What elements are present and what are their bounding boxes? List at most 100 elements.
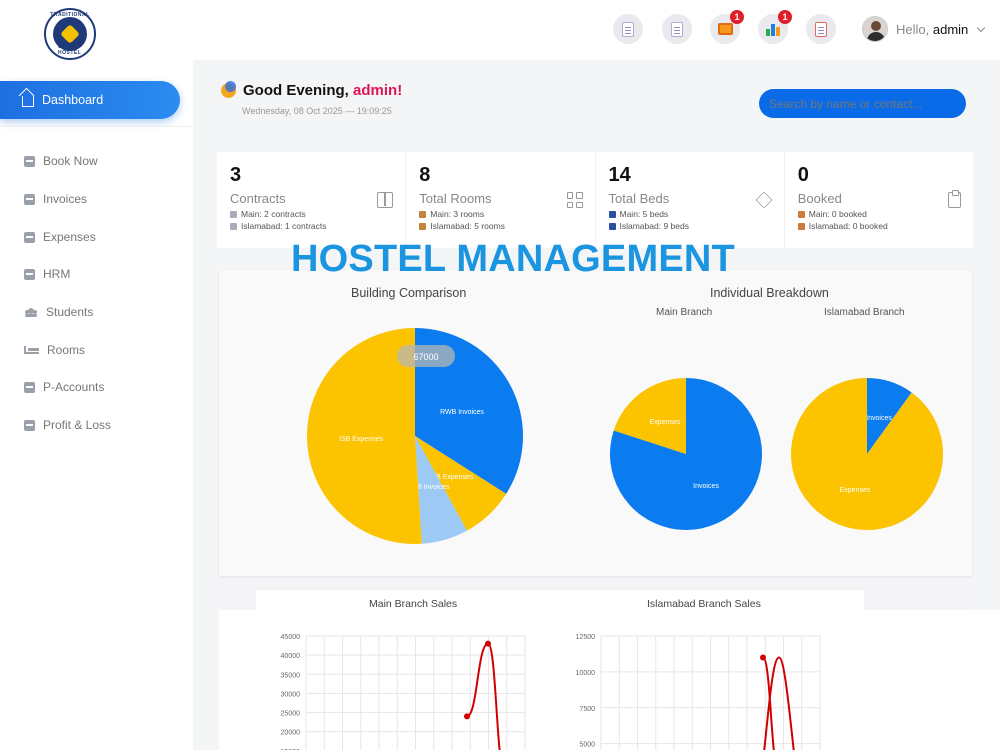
pie-charts-panel: Building Comparison Individual Breakdown… bbox=[219, 270, 972, 576]
stat-sub-main: Main: 5 beds bbox=[608, 209, 784, 219]
stat-card-rooms[interactable]: 8 Total Rooms Main: 3 rooms Islamabad: 5… bbox=[406, 152, 596, 248]
sidebar-item-p-accounts[interactable]: P-Accounts bbox=[24, 380, 104, 394]
sidebar-item-label: Students bbox=[46, 305, 94, 319]
house-icon bbox=[419, 222, 427, 230]
svg-text:67000: 67000 bbox=[413, 352, 438, 362]
sidebar-item-dashboard[interactable]: Dashboard bbox=[0, 81, 180, 119]
sidebar-item-label: Invoices bbox=[43, 192, 88, 206]
stat-value: 0 bbox=[797, 164, 809, 186]
ledger-icon bbox=[24, 419, 35, 431]
sidebar-divider bbox=[0, 126, 193, 127]
stat-label: Total Beds bbox=[608, 191, 670, 206]
pie-slice-0-1[interactable] bbox=[415, 436, 507, 531]
sidebar-item-rooms[interactable]: Rooms bbox=[24, 343, 85, 357]
sidebar-item-students[interactable]: Students bbox=[24, 305, 93, 319]
stat-sub-islamabad: Islamabad: 9 beds bbox=[608, 221, 784, 231]
pie-charts-svg: RWB Invoices RWB Expenses ISB Invoices ISB … bbox=[307, 328, 944, 544]
pie-label-0-3: ISB Expenses bbox=[339, 436, 383, 443]
package-icon bbox=[797, 210, 805, 218]
doc-icon bbox=[230, 210, 237, 218]
line-panel-margin-right bbox=[864, 610, 1000, 750]
greeting: Good Evening, admin! bbox=[221, 81, 403, 99]
sidebar-item-invoices[interactable]: Invoices bbox=[24, 192, 87, 206]
stat-card-beds[interactable]: 14 Total Beds Main: 5 beds Islamabad: 9 … bbox=[596, 152, 785, 248]
weather-icon bbox=[221, 81, 236, 98]
avatar bbox=[862, 16, 888, 42]
main-branch-subtitle: Main Branch bbox=[656, 307, 713, 318]
islamabad-sales-title: Islamabad Branch Sales bbox=[647, 598, 761, 610]
file-icon[interactable] bbox=[662, 14, 692, 44]
sidebar-item-label: Rooms bbox=[47, 343, 86, 357]
stat-sub-main: Main: 3 rooms bbox=[419, 209, 594, 219]
sidebar-item-expenses[interactable]: Expenses bbox=[24, 230, 96, 244]
book-icon bbox=[377, 192, 394, 208]
box-notification-badge: 1 bbox=[730, 10, 744, 24]
stat-value: 14 bbox=[608, 164, 631, 186]
stat-value: 8 bbox=[419, 164, 431, 186]
package-icon bbox=[797, 222, 805, 230]
sidebar-item-book-now[interactable]: Book Now bbox=[24, 154, 98, 168]
stat-card-contracts[interactable]: 3 Contracts Main: 2 contracts Islamabad:… bbox=[217, 152, 407, 248]
user-greeting: Hello, admin bbox=[896, 21, 969, 37]
pie-label-1-1: Expenses bbox=[650, 419, 681, 426]
stat-sub-main: Main: 2 contracts bbox=[230, 209, 405, 219]
ledger-icon bbox=[24, 231, 35, 243]
sidebar-item-profit-loss[interactable]: Profit & Loss bbox=[24, 418, 111, 432]
top-bar: TRADITIONAL GIRLS HOSTEL 1 1 Hello, admi… bbox=[0, 0, 1000, 60]
sidebar-item-label: Expenses bbox=[43, 230, 96, 244]
bed-icon bbox=[608, 210, 616, 218]
search-input[interactable] bbox=[759, 89, 966, 118]
people-icon bbox=[24, 307, 38, 317]
pie-label-1-0: Invoices bbox=[693, 483, 719, 490]
pie-label-0-0: RWB Invoices bbox=[440, 409, 484, 416]
pie-slice-0-0[interactable] bbox=[415, 328, 523, 494]
pie-label-0-1: RWB Expenses bbox=[425, 474, 474, 481]
hostel-logo[interactable]: TRADITIONAL GIRLS HOSTEL bbox=[44, 8, 96, 60]
stats-row: 3 Contracts Main: 2 contracts Islamabad:… bbox=[217, 152, 973, 248]
pie-label-0-2: ISB Invoices bbox=[411, 484, 450, 491]
sidebar-item-label: P-Accounts bbox=[43, 380, 105, 394]
current-datetime: Wednesday, 08 Oct 2025 — 19:09:25 bbox=[242, 106, 392, 116]
stat-label: Contracts bbox=[230, 191, 286, 206]
chart-notification-badge: 1 bbox=[778, 10, 792, 24]
report-icon[interactable] bbox=[806, 14, 836, 44]
stat-sub-islamabad: Islamabad: 1 contracts bbox=[230, 221, 405, 231]
clipboard-icon bbox=[948, 190, 961, 208]
chevron-down-icon bbox=[977, 23, 986, 32]
sidebar-item-hrm[interactable]: HRM bbox=[24, 267, 70, 281]
sidebar-item-label: Dashboard bbox=[42, 93, 104, 107]
box-icon[interactable]: 1 bbox=[710, 10, 744, 44]
pie-slice-2-0[interactable] bbox=[867, 378, 912, 454]
pie-slice-2-1[interactable] bbox=[791, 378, 944, 530]
user-menu[interactable]: Hello, admin bbox=[862, 16, 986, 42]
pie-slice-0-3[interactable] bbox=[307, 328, 422, 544]
stat-card-booked[interactable]: 0 Booked Main: 0 booked Islamabad: 0 boo… bbox=[785, 152, 973, 248]
line-panel-margin-left bbox=[219, 610, 257, 750]
bed-icon bbox=[24, 346, 39, 354]
pie-label-2-0: Invoices bbox=[866, 415, 892, 422]
individual-breakdown-title: Individual Breakdown bbox=[710, 286, 829, 300]
stat-sub-main: Main: 0 booked bbox=[797, 209, 973, 219]
ledger-icon bbox=[24, 381, 35, 393]
pie-slice-0-2[interactable] bbox=[415, 436, 468, 544]
page-title: Good Evening, admin! bbox=[243, 82, 403, 99]
hotel-icon bbox=[24, 155, 35, 167]
overlay-title: HOSTEL MANAGEMENT bbox=[291, 238, 735, 280]
pie-slice-1-1[interactable] bbox=[613, 378, 686, 454]
home-icon bbox=[22, 96, 34, 107]
logo-bottom-text: GIRLS HOSTEL bbox=[58, 44, 82, 56]
stat-label: Total Rooms bbox=[419, 191, 492, 206]
islamabad-branch-subtitle: Islamabad Branch bbox=[824, 307, 905, 318]
bed-icon bbox=[608, 222, 616, 230]
pie-label-2-1: Expenses bbox=[840, 487, 871, 494]
doc-icon bbox=[230, 222, 237, 230]
logo-top-text: TRADITIONAL bbox=[50, 12, 90, 18]
sidebar-item-label: Profit & Loss bbox=[43, 418, 112, 432]
document-icon[interactable] bbox=[613, 14, 643, 44]
chart-icon[interactable]: 1 bbox=[758, 10, 792, 44]
grid-icon bbox=[566, 192, 583, 208]
line-charts-panel bbox=[219, 578, 972, 750]
greeting-user-name: admin! bbox=[353, 82, 403, 99]
pie-tooltip: 67000 bbox=[397, 345, 455, 367]
line-charts-card bbox=[256, 590, 864, 750]
